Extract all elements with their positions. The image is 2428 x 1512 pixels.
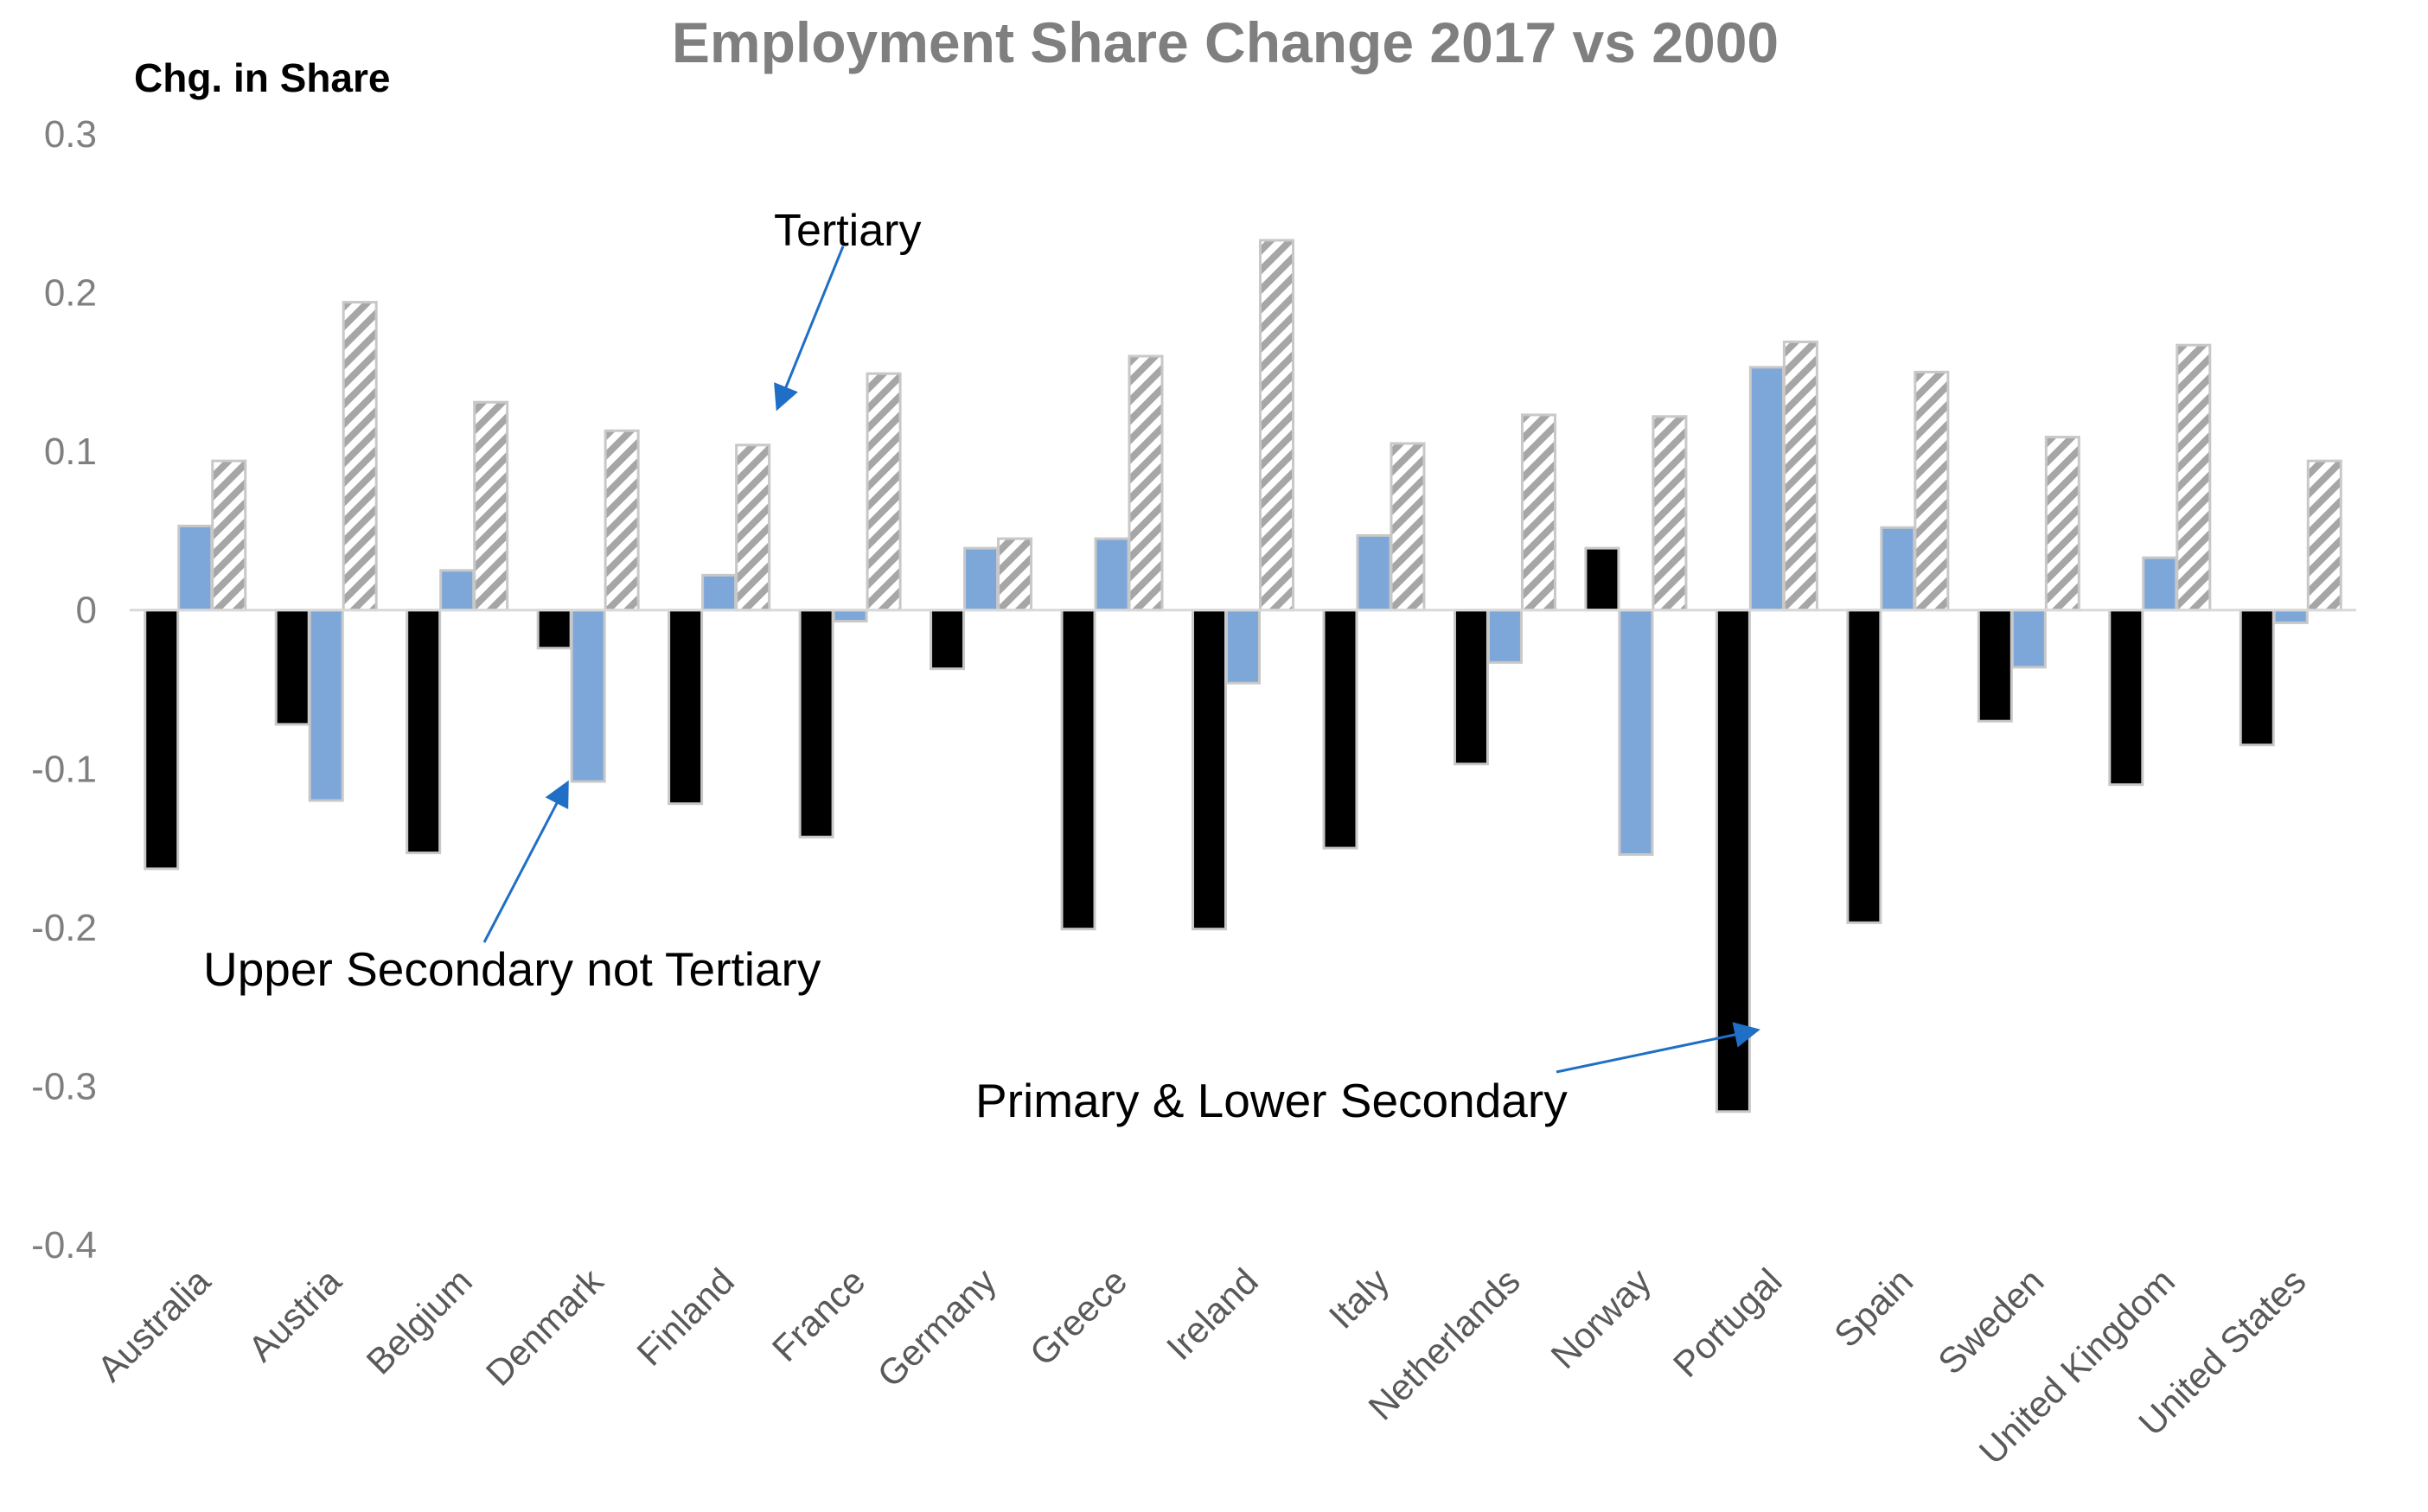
bar-tertiary — [1914, 370, 1950, 612]
x-tick-label: Greece — [1022, 1260, 1135, 1374]
bars — [144, 239, 2342, 1113]
bar-primary-lower-secondary — [1453, 609, 1489, 766]
bar-tertiary — [1390, 442, 1426, 612]
bar-upper-secondary — [2142, 556, 2178, 612]
bar-tertiary — [342, 301, 378, 612]
bar-tertiary — [1128, 354, 1164, 612]
bar-tertiary — [211, 459, 247, 612]
annotation-upper-secondary: Upper Secondary not Tertiary — [203, 942, 821, 996]
y-tick-label: -0.1 — [31, 748, 97, 790]
bar-primary-lower-secondary — [1584, 546, 1620, 612]
bar-tertiary — [866, 372, 902, 612]
bar-primary-lower-secondary — [406, 609, 442, 855]
annotation-primary: Primary & Lower Secondary — [975, 1074, 1568, 1127]
bar-upper-secondary — [1225, 609, 1261, 685]
y-tick-label: 0 — [76, 590, 97, 632]
bar-primary-lower-secondary — [798, 609, 834, 839]
bar-upper-secondary — [1356, 533, 1392, 612]
y-tick-label: 0.2 — [44, 272, 97, 315]
y-axis-ticks: 0.3 0.2 0.1 0 -0.1 -0.2 -0.3 -0.4 — [31, 113, 97, 1266]
y-tick-label: 0.1 — [44, 431, 97, 473]
bar-primary-lower-secondary — [1977, 609, 2013, 723]
y-tick-label: -0.2 — [31, 907, 97, 949]
x-tick-label: Norway — [1543, 1260, 1658, 1376]
bar-upper-secondary — [1618, 609, 1654, 856]
x-tick-label: Denmark — [478, 1260, 611, 1393]
bar-upper-secondary — [439, 569, 476, 612]
x-tick-label: Spain — [1826, 1260, 1920, 1355]
bar-primary-lower-secondary — [2239, 609, 2275, 747]
bar-tertiary — [997, 537, 1033, 612]
bar-upper-secondary — [1486, 609, 1523, 664]
bar-primary-lower-secondary — [1846, 609, 1882, 924]
bar-tertiary — [2176, 343, 2212, 612]
x-tick-label: France — [764, 1260, 873, 1369]
bar-upper-secondary — [1748, 366, 1785, 612]
y-axis-label: Chg. in Share — [134, 55, 390, 100]
x-tick-label: Finland — [629, 1260, 742, 1374]
bar-tertiary — [2306, 459, 2342, 612]
bar-primary-lower-secondary — [1322, 609, 1358, 850]
bar-primary-lower-secondary — [274, 609, 310, 726]
bar-primary-lower-secondary — [1192, 609, 1227, 931]
bar-tertiary — [1520, 413, 1556, 612]
chart-title: Employment Share Change 2017 vs 2000 — [672, 10, 1779, 74]
bar-tertiary — [1782, 340, 1818, 612]
x-tick-label: Ireland — [1159, 1260, 1266, 1368]
bar-upper-secondary — [701, 573, 738, 612]
annotation-arrow-tertiary — [774, 246, 845, 411]
bar-primary-lower-secondary — [1060, 609, 1096, 931]
bar-upper-secondary — [1880, 526, 1916, 612]
bar-tertiary — [604, 429, 640, 612]
bar-primary-lower-secondary — [668, 609, 704, 806]
bar-primary-lower-secondary — [2108, 609, 2144, 787]
x-tick-label: Australia — [89, 1260, 218, 1389]
bar-upper-secondary — [570, 609, 606, 783]
annotations: Tertiary Upper Secondary not Tertiary Pr… — [203, 206, 1760, 1127]
bar-primary-lower-secondary — [144, 609, 180, 871]
x-tick-label: Portugal — [1665, 1260, 1790, 1385]
bar-upper-secondary — [2010, 609, 2047, 669]
annotation-arrow-primary — [1556, 1022, 1760, 1074]
bar-upper-secondary — [308, 609, 344, 802]
x-tick-label: Italy — [1321, 1260, 1397, 1337]
annotation-tertiary: Tertiary — [774, 206, 921, 256]
bar-upper-secondary — [1094, 537, 1130, 612]
x-tick-label: Germany — [870, 1260, 1004, 1394]
annotation-arrow-upper-secondary — [482, 780, 569, 943]
bar-tertiary — [473, 400, 509, 612]
bar-tertiary — [735, 443, 771, 612]
bar-primary-lower-secondary — [536, 609, 572, 650]
bar-upper-secondary — [832, 609, 868, 623]
y-tick-label: -0.4 — [31, 1224, 97, 1266]
bar-upper-secondary — [2272, 609, 2309, 624]
y-tick-label: -0.3 — [31, 1065, 97, 1107]
x-tick-label: Sweden — [1930, 1260, 2052, 1382]
y-tick-label: 0.3 — [44, 113, 97, 156]
bar-upper-secondary — [177, 524, 214, 612]
bar-primary-lower-secondary — [930, 609, 966, 671]
bar-tertiary — [1259, 239, 1294, 612]
bar-upper-secondary — [963, 546, 1000, 612]
x-tick-label: Belgium — [359, 1260, 481, 1382]
x-tick-label: Austria — [240, 1260, 349, 1369]
bar-tertiary — [2044, 436, 2080, 612]
bar-tertiary — [1652, 415, 1688, 612]
